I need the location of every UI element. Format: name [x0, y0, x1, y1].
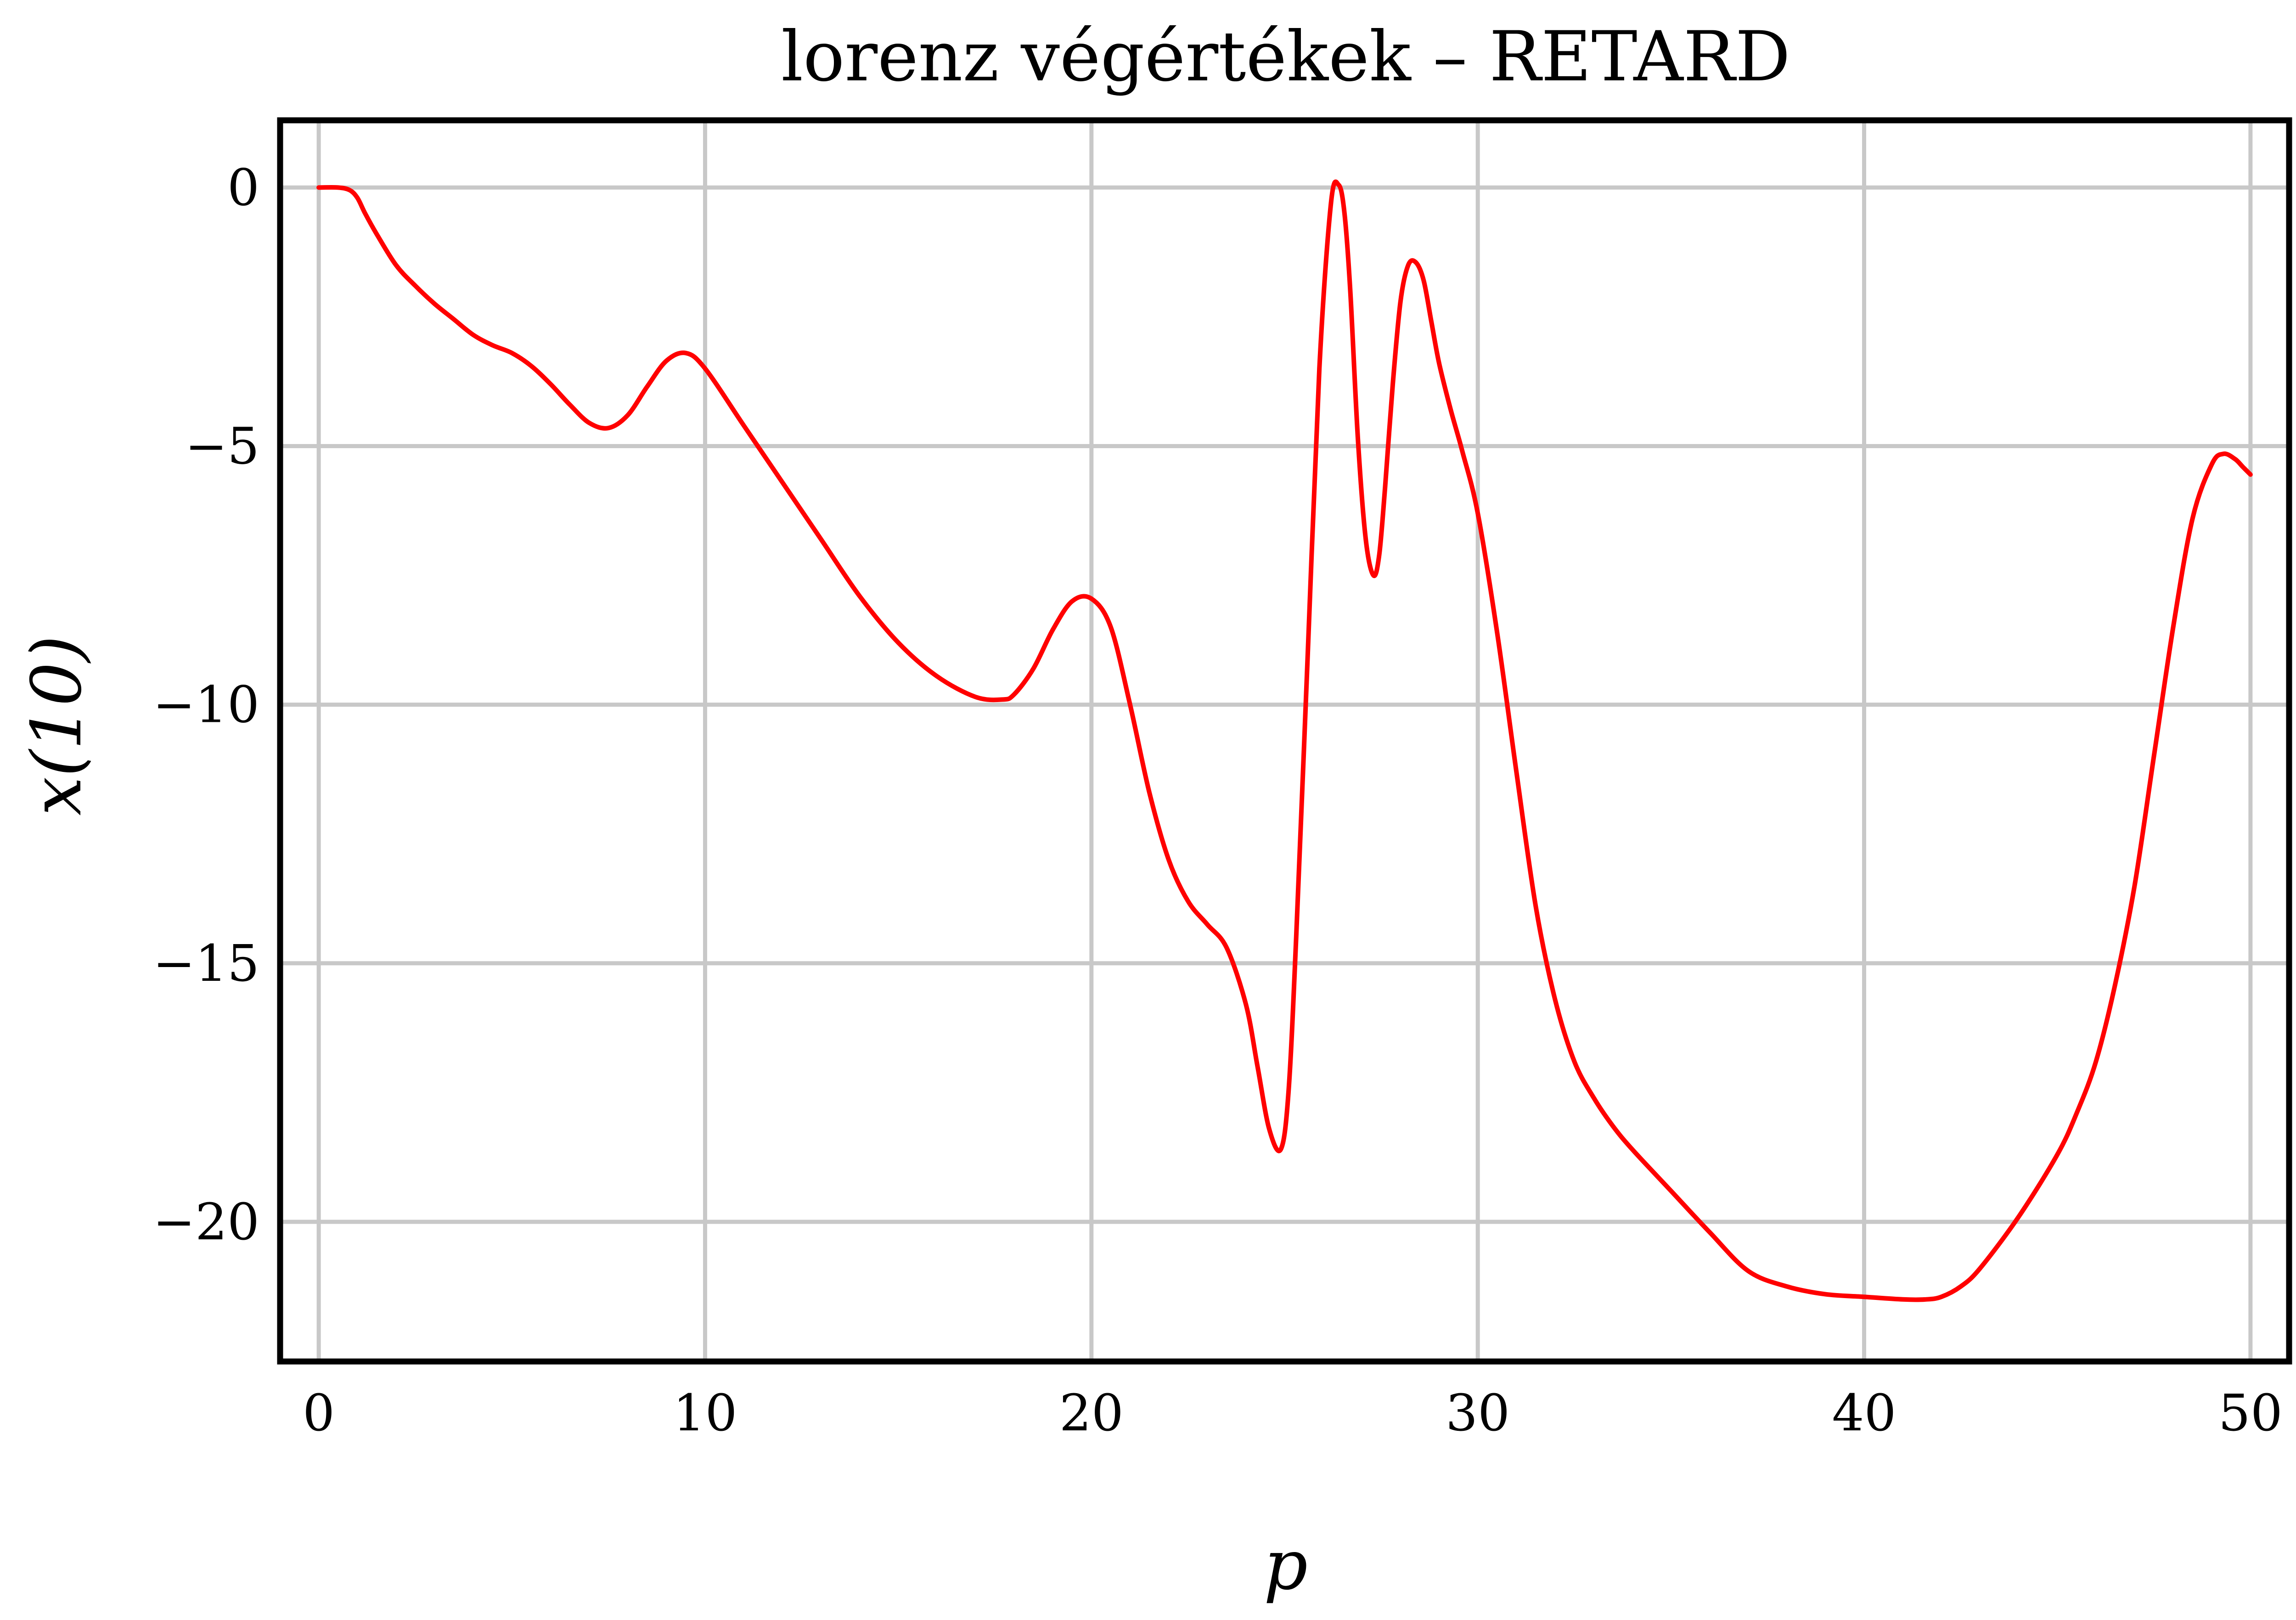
- grid: [280, 120, 2289, 1361]
- y-axis-label: x(10): [17, 636, 97, 816]
- x-tick-label: 30: [1446, 1384, 1510, 1442]
- x-tick-label: 20: [1059, 1384, 1124, 1442]
- y-tick-labels: 0 −5 −10 −15 −20: [153, 158, 259, 1251]
- plot-frame: [277, 117, 2292, 1365]
- x-tick-label: 10: [673, 1384, 737, 1442]
- y-tick-label: −15: [153, 934, 259, 993]
- chart-title: lorenz végértékek – RETARD: [781, 17, 1790, 97]
- x-tick-labels: 0 10 20 30 40 50: [303, 1384, 2283, 1442]
- y-tick-label: −5: [185, 417, 259, 476]
- y-tick-label: 0: [227, 158, 259, 217]
- series-line: [316, 179, 2253, 1302]
- x-axis-label: p: [1264, 1525, 1308, 1605]
- y-tick-label: −20: [153, 1192, 259, 1251]
- x-tick-label: 0: [303, 1384, 335, 1442]
- x-tick-label: 50: [2218, 1384, 2283, 1442]
- y-tick-label: −10: [153, 675, 259, 734]
- series-layer: [316, 179, 2253, 1302]
- x-tick-label: 40: [1832, 1384, 1896, 1442]
